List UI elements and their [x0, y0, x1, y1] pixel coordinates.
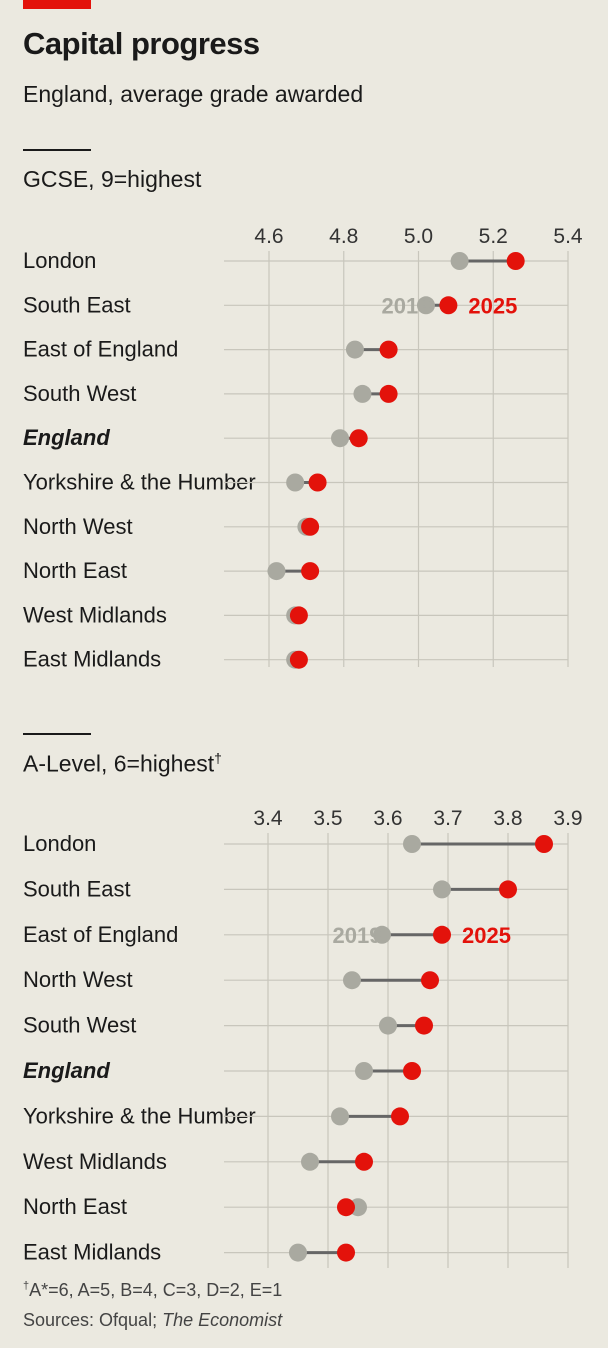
legend-label-2025: 2025 [468, 293, 517, 318]
dot-2025 [289, 650, 308, 669]
row-label: England [23, 1058, 110, 1083]
dot-2019 [353, 384, 372, 403]
row-label: North East [23, 558, 127, 583]
legend-label-2025: 2025 [462, 923, 511, 948]
dagger-mark: † [214, 750, 222, 766]
tick-label: 3.7 [433, 807, 462, 830]
tick-label: 3.5 [313, 807, 342, 830]
row-label: London [23, 831, 96, 856]
dot-2019 [331, 429, 350, 448]
dot-2019 [379, 1016, 397, 1035]
dot-2025 [391, 1107, 409, 1126]
dot-2025 [415, 1016, 433, 1035]
dot-2025 [337, 1243, 355, 1262]
dot-2025 [439, 296, 458, 315]
dot-2025 [499, 880, 517, 899]
row-label: East of England [23, 922, 178, 947]
dot-2025 [337, 1198, 355, 1217]
dot-2025 [421, 971, 439, 990]
row-label: East Midlands [23, 647, 161, 672]
tick-label: 3.9 [553, 807, 582, 830]
tick-label: 5.2 [479, 225, 508, 248]
legend-label-2019: 2019 [333, 923, 382, 948]
gcse-dot-plot: 4.6 4.8 5.0 5.2 5.4 London South East 2019 2025 E… [23, 225, 583, 672]
dot-2025 [349, 429, 368, 448]
row-label: England [23, 425, 110, 450]
dot-2019 [433, 880, 451, 899]
dot-2025 [308, 473, 327, 492]
chart-subtitle: England, average grade awarded [23, 81, 364, 107]
dot-2019 [345, 340, 364, 359]
dot-2019 [450, 252, 469, 270]
dot-2025 [289, 606, 308, 625]
dot-2019 [373, 925, 391, 944]
row-label: South West [23, 1013, 136, 1038]
tick-label: 5.0 [404, 225, 433, 248]
dot-2019 [416, 296, 435, 315]
section-rule-alevel [23, 733, 91, 735]
dot-2019 [267, 562, 286, 581]
row-label: West Midlands [23, 602, 167, 627]
dot-2019 [331, 1107, 349, 1126]
footnote-grade-key: †A*=6, A=5, B=4, C=3, D=2, E=1 [23, 1280, 283, 1300]
dot-2025 [301, 562, 320, 581]
alevel-dot-plot: 3.4 3.5 3.6 3.7 3.8 3.9 London South East East o… [23, 807, 583, 1268]
dot-2025 [379, 384, 398, 403]
row-label: North East [23, 1194, 127, 1219]
footnote-sources: Sources: Ofqual; The Economist [23, 1310, 283, 1330]
dot-2025 [355, 1152, 373, 1171]
tick-label: 3.6 [373, 807, 402, 830]
row-label: East of England [23, 337, 178, 362]
row-label: South West [23, 381, 136, 406]
tick-label: 4.8 [329, 225, 358, 248]
dot-2019 [286, 473, 305, 492]
row-label: London [23, 248, 96, 273]
dot-2025 [403, 1062, 421, 1080]
dot-2025 [301, 517, 320, 536]
dot-2019 [301, 1152, 319, 1171]
dot-2025 [535, 835, 553, 853]
row-label: North West [23, 967, 133, 992]
tick-label: 5.4 [553, 225, 583, 248]
section-title-gcse: GCSE, 9=highest [23, 166, 202, 192]
chart-title: Capital progress [23, 26, 260, 61]
row-label: Yorkshire & the Humber [23, 470, 256, 495]
dot-2019 [289, 1243, 307, 1262]
section-rule-gcse [23, 149, 91, 151]
dot-2025 [379, 340, 398, 359]
dot-2025 [433, 925, 451, 944]
dot-2019 [343, 971, 361, 990]
tick-label: 4.6 [254, 225, 283, 248]
row-label: South East [23, 876, 131, 901]
dot-2019 [403, 835, 421, 853]
row-label: Yorkshire & the Humber [23, 1103, 256, 1128]
dot-2019 [355, 1062, 373, 1080]
row-label: South East [23, 292, 131, 317]
legend-label-2019: 2019 [381, 293, 430, 318]
row-label: North West [23, 514, 133, 539]
row-label: East Midlands [23, 1240, 161, 1265]
dot-2025 [506, 252, 525, 270]
section-title-alevel: A-Level, 6=highest† [23, 750, 222, 777]
row-label: West Midlands [23, 1149, 167, 1174]
tick-label: 3.8 [493, 807, 522, 830]
tick-label: 3.4 [253, 807, 283, 830]
brand-red-tab [23, 0, 91, 9]
